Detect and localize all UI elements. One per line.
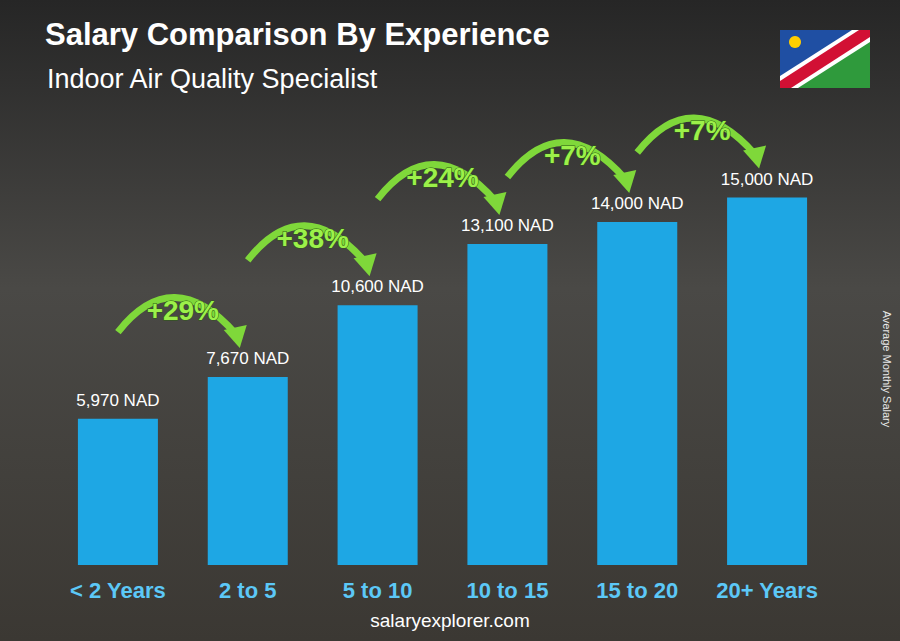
svg-text:Indoor Air Quality Specialist: Indoor Air Quality Specialist [47, 64, 378, 94]
svg-text:7,670 NAD: 7,670 NAD [206, 349, 289, 368]
svg-text:14,000 NAD: 14,000 NAD [591, 194, 684, 213]
svg-text:15,000 NAD: 15,000 NAD [721, 170, 814, 189]
svg-text:20+ Years: 20+ Years [716, 578, 818, 603]
svg-text:+29%: +29% [147, 295, 219, 326]
svg-text:+24%: +24% [406, 162, 478, 193]
svg-text:+7%: +7% [544, 140, 601, 171]
svg-text:15 to 20: 15 to 20 [596, 578, 678, 603]
svg-text:5 to 10: 5 to 10 [343, 578, 413, 603]
svg-text:Salary Comparison By Experienc: Salary Comparison By Experience [45, 17, 550, 52]
svg-text:salaryexplorer.com: salaryexplorer.com [370, 610, 529, 631]
svg-text:+38%: +38% [276, 223, 348, 254]
svg-text:+7%: +7% [674, 115, 731, 146]
svg-text:13,100 NAD: 13,100 NAD [461, 216, 554, 235]
svg-text:5,970 NAD: 5,970 NAD [76, 391, 159, 410]
svg-text:< 2 Years: < 2 Years [70, 578, 166, 603]
svg-text:10 to 15: 10 to 15 [466, 578, 548, 603]
svg-text:2 to 5: 2 to 5 [219, 578, 276, 603]
svg-text:Average Monthly Salary: Average Monthly Salary [881, 311, 893, 428]
svg-text:10,600 NAD: 10,600 NAD [331, 277, 424, 296]
